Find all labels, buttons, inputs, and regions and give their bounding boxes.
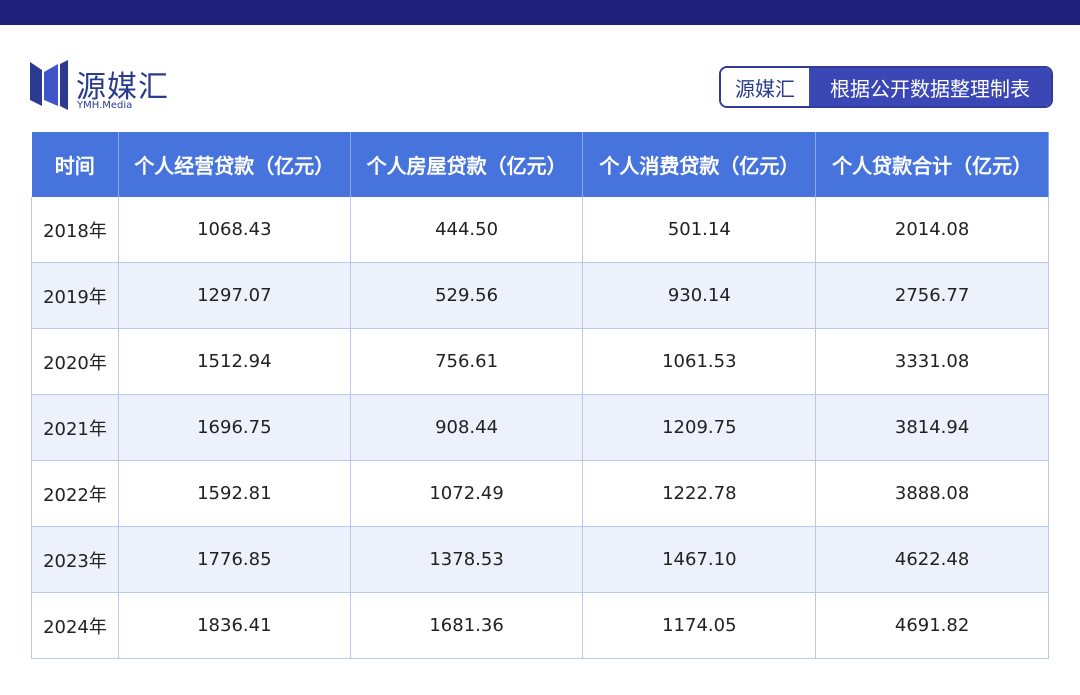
- value-cell: 1696.75: [118, 394, 351, 461]
- table-row: 2019年 1297.07 529.56 930.14 2756.77: [31, 262, 1049, 329]
- value-cell: 3331.08: [815, 328, 1049, 395]
- value-cell: 529.56: [350, 262, 584, 329]
- table-row: 2018年 1068.43 444.50 501.14 2014.08: [31, 197, 1049, 263]
- value-cell: 3814.94: [815, 394, 1049, 461]
- value-cell: 2756.77: [815, 262, 1049, 329]
- value-cell: 1378.53: [350, 526, 584, 593]
- value-cell: 908.44: [350, 394, 584, 461]
- column-header: 个人贷款合计（亿元）: [815, 132, 1049, 197]
- column-header: 时间: [31, 132, 119, 197]
- logo: 源媒汇 YMH.Media: [30, 60, 190, 112]
- value-cell: 1681.36: [350, 592, 584, 659]
- table-body: 2018年 1068.43 444.50 501.14 2014.08 2019年 1297…: [31, 197, 1049, 659]
- value-cell: 930.14: [582, 262, 817, 329]
- year-cell: 2019年: [31, 262, 119, 329]
- value-cell: 1776.85: [118, 526, 351, 593]
- column-header: 个人房屋贷款（亿元）: [350, 132, 584, 197]
- year-cell: 2021年: [31, 394, 119, 461]
- value-cell: 444.50: [350, 197, 584, 263]
- value-cell: 4622.48: [815, 526, 1049, 593]
- logo-icon: [30, 60, 68, 110]
- source-tag: 源媒汇 根据公开数据整理制表: [719, 66, 1053, 108]
- year-cell: 2022年: [31, 460, 119, 527]
- value-cell: 1174.05: [582, 592, 817, 659]
- table-row: 2020年 1512.94 756.61 1061.53 3331.08: [31, 328, 1049, 395]
- table-row: 2023年 1776.85 1378.53 1467.10 4622.48: [31, 526, 1049, 593]
- logo-sub: YMH.Media: [77, 100, 133, 111]
- table-row: 2024年 1836.41 1681.36 1174.05 4691.82: [31, 592, 1049, 659]
- header-row: 时间 个人经营贷款（亿元） 个人房屋贷款（亿元） 个人消费贷款（亿元） 个人贷款合计（亿…: [31, 132, 1049, 197]
- value-cell: 3888.08: [815, 460, 1049, 527]
- data-table: 时间 个人经营贷款（亿元） 个人房屋贷款（亿元） 个人消费贷款（亿元） 个人贷款合计（亿…: [31, 132, 1049, 659]
- source-text: 根据公开数据整理制表: [809, 68, 1051, 106]
- value-cell: 756.61: [350, 328, 584, 395]
- year-cell: 2020年: [31, 328, 119, 395]
- column-header: 个人经营贷款（亿元）: [118, 132, 351, 197]
- table-head: 时间 个人经营贷款（亿元） 个人房屋贷款（亿元） 个人消费贷款（亿元） 个人贷款合计（亿…: [31, 132, 1049, 197]
- value-cell: 1297.07: [118, 262, 351, 329]
- value-cell: 1836.41: [118, 592, 351, 659]
- top-bar: [0, 0, 1080, 25]
- source-brand: 源媒汇: [721, 68, 809, 106]
- value-cell: 501.14: [582, 197, 817, 263]
- year-cell: 2024年: [31, 592, 119, 659]
- value-cell: 1072.49: [350, 460, 584, 527]
- table-row: 2022年 1592.81 1072.49 1222.78 3888.08: [31, 460, 1049, 527]
- value-cell: 1512.94: [118, 328, 351, 395]
- value-cell: 1209.75: [582, 394, 817, 461]
- year-cell: 2023年: [31, 526, 119, 593]
- logo-name: 源媒汇: [76, 70, 169, 105]
- value-cell: 4691.82: [815, 592, 1049, 659]
- value-cell: 1222.78: [582, 460, 817, 527]
- value-cell: 1061.53: [582, 328, 817, 395]
- column-header: 个人消费贷款（亿元）: [582, 132, 817, 197]
- table-row: 2021年 1696.75 908.44 1209.75 3814.94: [31, 394, 1049, 461]
- year-cell: 2018年: [31, 197, 119, 263]
- value-cell: 1592.81: [118, 460, 351, 527]
- value-cell: 1068.43: [118, 197, 351, 263]
- value-cell: 1467.10: [582, 526, 817, 593]
- value-cell: 2014.08: [815, 197, 1049, 263]
